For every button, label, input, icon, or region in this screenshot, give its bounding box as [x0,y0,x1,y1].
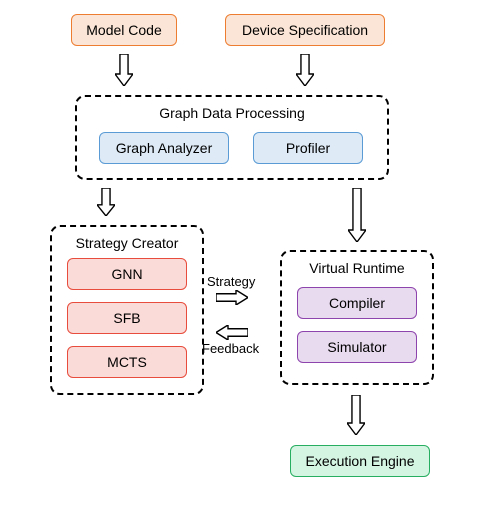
node-device-spec: Device Specification [225,14,385,46]
node-profiler: Profiler [253,132,363,164]
node-label: MCTS [107,354,147,370]
node-label: GNN [111,266,142,282]
node-label: Profiler [286,140,330,156]
node-label: Model Code [86,22,162,38]
group-title: Strategy Creator [52,235,202,251]
node-simulator: Simulator [297,331,417,363]
node-label: Graph Analyzer [116,140,213,156]
arrow-down-icon [347,395,365,435]
node-label: Compiler [329,295,385,311]
label-feedback: Feedback [202,341,259,356]
node-label: Execution Engine [306,453,415,469]
node-compiler: Compiler [297,287,417,319]
group-title: Graph Data Processing [77,105,387,121]
node-gnn: GNN [67,258,187,290]
node-execution-engine: Execution Engine [290,445,430,477]
node-label: Device Specification [242,22,368,38]
node-label: Simulator [327,339,386,355]
group-title: Virtual Runtime [282,260,432,276]
arrow-down-icon [296,54,314,86]
arrow-down-icon [115,54,133,86]
node-model-code: Model Code [71,14,177,46]
node-label: SFB [113,310,140,326]
node-sfb: SFB [67,302,187,334]
node-mcts: MCTS [67,346,187,378]
arrow-right-icon [216,290,248,305]
arrow-down-icon [348,188,366,242]
node-graph-analyzer: Graph Analyzer [99,132,229,164]
arrow-left-icon [216,325,248,340]
arrow-down-icon [97,188,115,216]
label-strategy: Strategy [207,274,255,289]
